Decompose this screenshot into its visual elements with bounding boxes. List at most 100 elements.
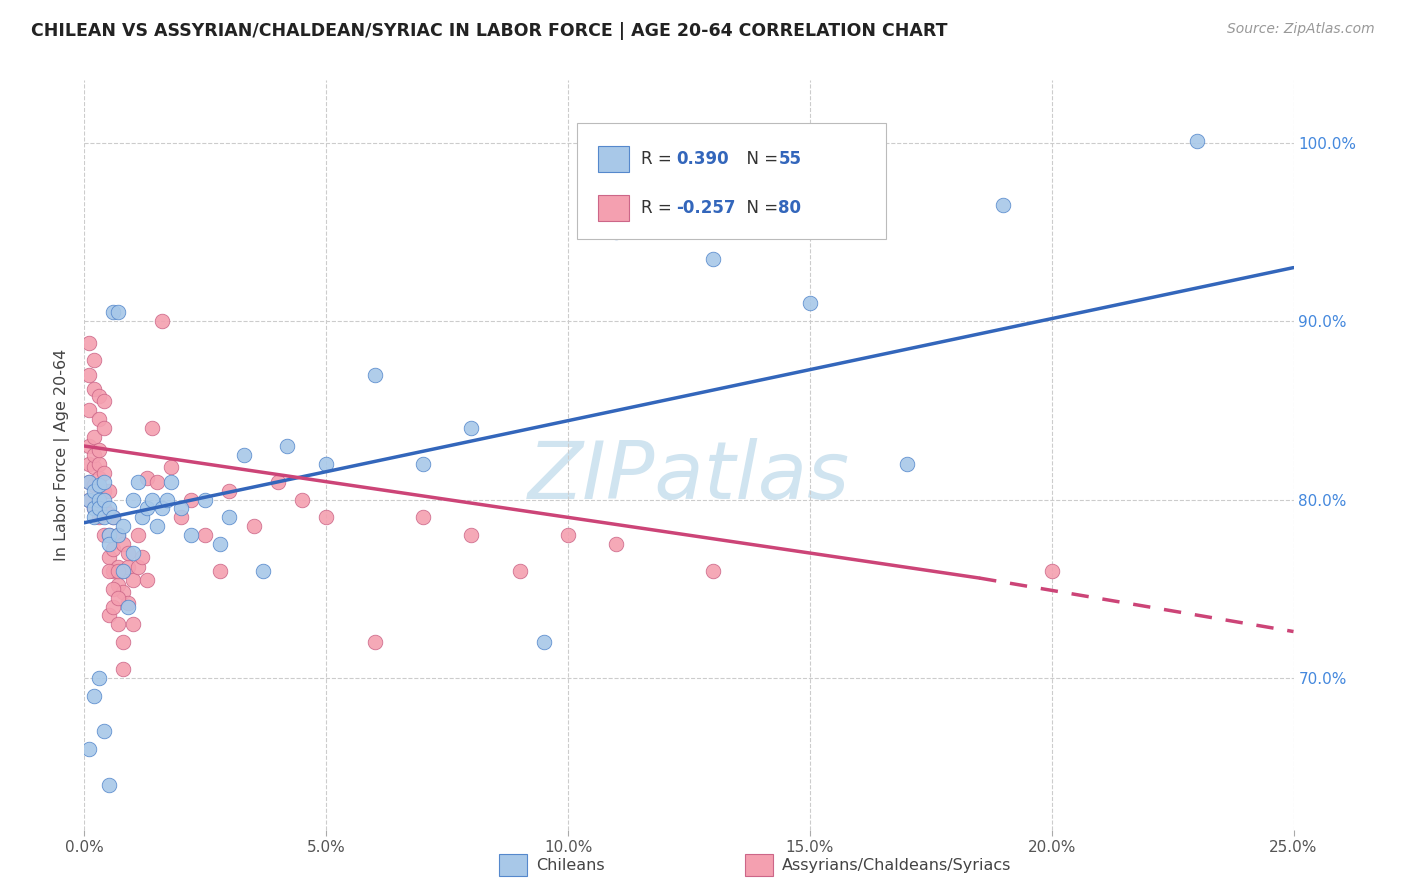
Point xyxy=(87,389,110,403)
Point xyxy=(93,483,115,498)
Point xyxy=(702,564,724,578)
Point xyxy=(194,492,217,507)
Text: CHILEAN VS ASSYRIAN/CHALDEAN/SYRIAC IN LABOR FORCE | AGE 20-64 CORRELATION CHART: CHILEAN VS ASSYRIAN/CHALDEAN/SYRIAC IN L… xyxy=(31,22,948,40)
Text: -0.257: -0.257 xyxy=(676,199,735,218)
Point xyxy=(194,528,217,542)
Text: Chileans: Chileans xyxy=(536,858,605,872)
Point xyxy=(141,492,163,507)
Point xyxy=(208,564,231,578)
Point xyxy=(97,528,120,542)
Point xyxy=(412,457,434,471)
Text: N =: N = xyxy=(737,150,783,169)
Point xyxy=(509,564,531,578)
Point xyxy=(87,478,110,492)
Point xyxy=(363,368,385,382)
Point xyxy=(136,501,159,516)
Text: Assyrians/Chaldeans/Syriacs: Assyrians/Chaldeans/Syriacs xyxy=(782,858,1011,872)
Point xyxy=(146,519,169,533)
Point xyxy=(150,501,173,516)
Point xyxy=(160,475,183,489)
Point xyxy=(117,599,139,614)
Text: 80: 80 xyxy=(779,199,801,218)
Point xyxy=(87,671,110,685)
Point xyxy=(97,483,120,498)
Point xyxy=(87,442,110,457)
Text: ZIPatlas: ZIPatlas xyxy=(527,438,851,516)
Point xyxy=(83,448,105,462)
Point xyxy=(83,430,105,444)
Point xyxy=(107,560,129,574)
Point xyxy=(363,635,385,649)
Point xyxy=(103,582,125,596)
Point xyxy=(93,475,115,489)
Point xyxy=(77,492,100,507)
Point xyxy=(93,510,115,524)
Point xyxy=(93,724,115,739)
Point xyxy=(107,564,129,578)
Point xyxy=(77,475,100,489)
Point xyxy=(533,635,555,649)
Point xyxy=(180,492,202,507)
Point xyxy=(896,457,918,471)
Point xyxy=(83,689,105,703)
Point xyxy=(97,507,120,521)
Point xyxy=(97,549,120,564)
Point xyxy=(107,528,129,542)
Point xyxy=(150,314,173,328)
Point xyxy=(170,510,193,524)
Text: Source: ZipAtlas.com: Source: ZipAtlas.com xyxy=(1227,22,1375,37)
Point xyxy=(993,198,1015,212)
Point xyxy=(103,564,125,578)
Point xyxy=(77,439,100,453)
Point xyxy=(83,382,105,396)
Point xyxy=(1040,564,1063,578)
Text: R =: R = xyxy=(641,150,676,169)
Point xyxy=(155,492,177,507)
Point xyxy=(121,546,143,560)
Point xyxy=(208,537,231,551)
Point xyxy=(103,510,125,524)
Point xyxy=(112,635,135,649)
Point xyxy=(121,573,143,587)
Point xyxy=(87,492,110,507)
Point xyxy=(146,475,169,489)
Point xyxy=(87,471,110,485)
Point xyxy=(557,528,579,542)
Point xyxy=(107,578,129,592)
Point xyxy=(136,573,159,587)
Point xyxy=(702,252,724,266)
Point xyxy=(131,549,153,564)
Point xyxy=(103,542,125,557)
Point xyxy=(180,528,202,542)
Point xyxy=(291,492,314,507)
Y-axis label: In Labor Force | Age 20-64: In Labor Force | Age 20-64 xyxy=(55,349,70,561)
Point xyxy=(412,510,434,524)
Point xyxy=(127,475,149,489)
Point xyxy=(117,546,139,560)
Point xyxy=(77,492,100,507)
Point xyxy=(218,510,240,524)
Point xyxy=(233,448,256,462)
Text: 55: 55 xyxy=(779,150,801,169)
Point xyxy=(107,528,129,542)
Point xyxy=(112,519,135,533)
Point xyxy=(170,501,193,516)
Point xyxy=(77,335,100,350)
Point xyxy=(93,421,115,435)
Point xyxy=(103,599,125,614)
Point xyxy=(97,537,120,551)
Point xyxy=(117,560,139,574)
Point xyxy=(315,510,337,524)
Point xyxy=(87,457,110,471)
Point xyxy=(460,528,482,542)
Point xyxy=(605,537,627,551)
Point xyxy=(252,564,274,578)
Text: 0.390: 0.390 xyxy=(676,150,728,169)
Point xyxy=(127,528,149,542)
Point xyxy=(93,394,115,409)
Point xyxy=(107,305,129,319)
Point xyxy=(83,501,105,516)
Point xyxy=(87,510,110,524)
Point xyxy=(112,564,135,578)
Point xyxy=(121,617,143,632)
